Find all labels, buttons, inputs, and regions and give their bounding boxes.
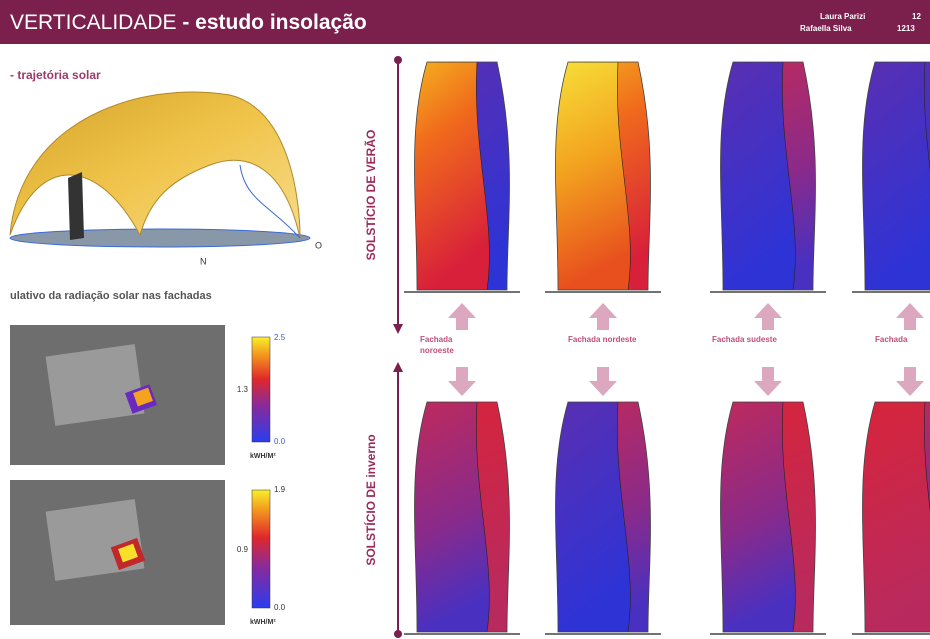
facade [720,62,796,290]
tower-outline [555,61,651,291]
scale-tick: 0.0 [274,603,286,612]
tower-outline [414,401,510,633]
heatmap [118,543,138,563]
arrow-down [448,367,476,396]
tower-outline [862,401,930,633]
arrow-down [754,367,782,396]
tower [720,402,816,632]
color-scale [251,489,271,609]
timeline-arrow [393,362,403,372]
tower [555,402,651,632]
section-title: ulativo da radiação solar nas fachadas [10,290,212,302]
scale-tick: 2.5 [274,333,286,342]
author-id: 1213 [897,24,915,33]
tower [862,62,930,290]
facade-label: Fachada nordeste [568,335,637,344]
heatmap [133,387,153,407]
sun-path [9,91,301,239]
scale-unit: kWH/M² [250,453,276,460]
author-id: 12 [912,12,921,21]
towers [404,61,930,635]
title: VERTICALIDADE - estudo insolação [10,11,367,34]
facade [862,402,930,632]
compass-label: O [315,240,322,250]
tower-model [68,172,84,240]
facade-label: Fachada noroeste [420,335,455,355]
scale-tick: 1.3 [237,385,249,394]
tower [720,62,816,290]
stadium [45,499,145,581]
facade [414,402,490,632]
facade [414,62,490,290]
tower [862,402,930,632]
tower [555,62,651,290]
arrow-down [896,367,924,396]
arrow-down [589,367,617,396]
season-label: SOLSTÍCIO DE VERÃO [363,130,378,261]
tower-outline [720,61,816,291]
facade [555,402,631,632]
scale-tick: 0.9 [237,545,249,554]
facade [862,62,930,290]
arrow-up [589,303,617,330]
scale-unit: kWH/M² [250,619,276,626]
sun-arc [239,164,301,239]
scale-tick: 1.9 [274,485,286,494]
tower-outline [555,401,651,633]
tower-outline [862,61,930,291]
arrow-up [896,303,924,330]
tower [414,62,510,290]
season-label: SOLSTÍCIO DE inverno [363,434,378,565]
arrow-up [448,303,476,330]
tower-outline [414,61,510,291]
tower-outline [720,401,816,633]
section-title: - trajetória solar [10,68,101,82]
facade [720,402,796,632]
scale-tick: 0.0 [274,437,286,446]
color-scale [251,336,271,443]
header-bar [0,0,930,44]
facade-label: Fachada sudeste [712,335,777,344]
tower [414,402,510,632]
timeline-dot [394,630,402,638]
facade [555,62,631,290]
stadium [45,344,145,426]
facade-label: Fachada [875,335,908,344]
timeline-dot [394,56,402,64]
compass-label: N [200,256,207,266]
ground [9,228,311,248]
author: Rafaella Silva [800,24,852,33]
arrow-up [754,303,782,330]
author: Laura Parizi [820,12,865,21]
timeline-arrow [393,324,403,334]
